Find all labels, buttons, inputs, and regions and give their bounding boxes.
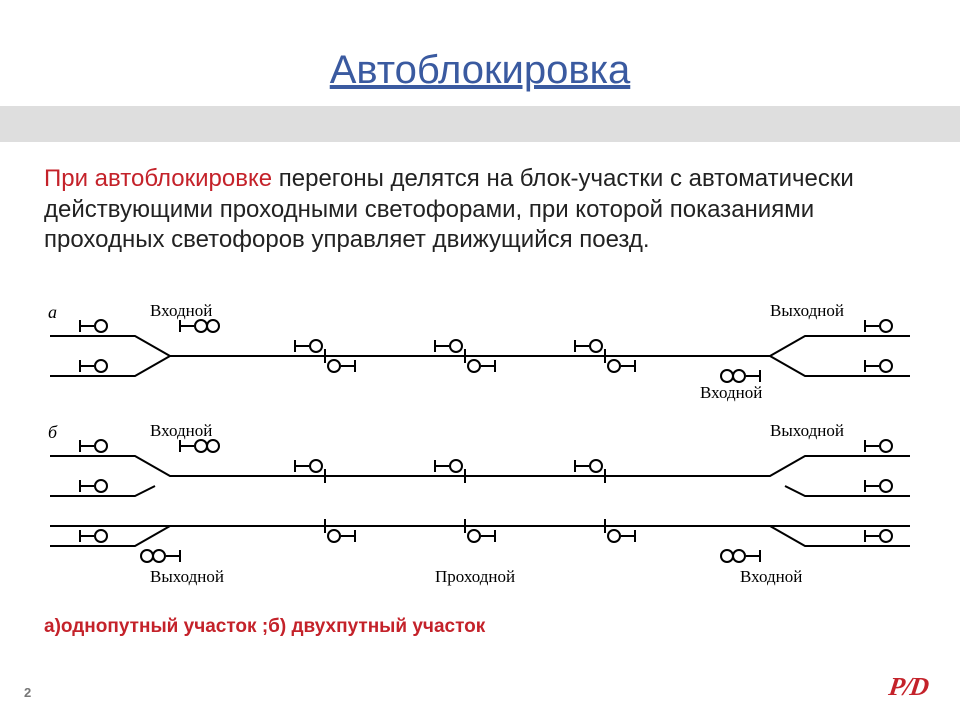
page-number: 2	[24, 685, 31, 700]
svg-text:б: б	[48, 422, 58, 442]
svg-text:Входной: Входной	[740, 567, 802, 586]
svg-text:Выходной: Выходной	[150, 567, 224, 586]
track-diagram: Входной Выходной Входной Входной Выходной Вых…	[40, 296, 920, 596]
diagram-caption: а)однопутный участок ;б) двухпутный учас…	[44, 616, 485, 638]
slide: Автоблокировка При автоблокировке перего…	[0, 0, 960, 720]
title-band	[0, 106, 960, 142]
svg-text:а: а	[48, 302, 57, 322]
body-text: При автоблокировке перегоны делятся на б…	[44, 164, 916, 256]
svg-text:Входной: Входной	[150, 301, 212, 320]
svg-text:Выходной: Выходной	[770, 301, 844, 320]
rzd-logo: P/D	[887, 672, 930, 702]
lead-phrase: При автоблокировке	[44, 165, 272, 192]
svg-text:Выходной: Выходной	[770, 421, 844, 440]
slide-title: Автоблокировка	[0, 48, 960, 93]
svg-text:Входной: Входной	[150, 421, 212, 440]
svg-text:Входной: Входной	[700, 383, 762, 402]
svg-text:Проходной: Проходной	[435, 567, 515, 586]
